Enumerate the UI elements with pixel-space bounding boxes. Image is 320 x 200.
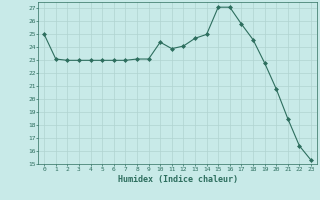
X-axis label: Humidex (Indice chaleur): Humidex (Indice chaleur)	[118, 175, 238, 184]
